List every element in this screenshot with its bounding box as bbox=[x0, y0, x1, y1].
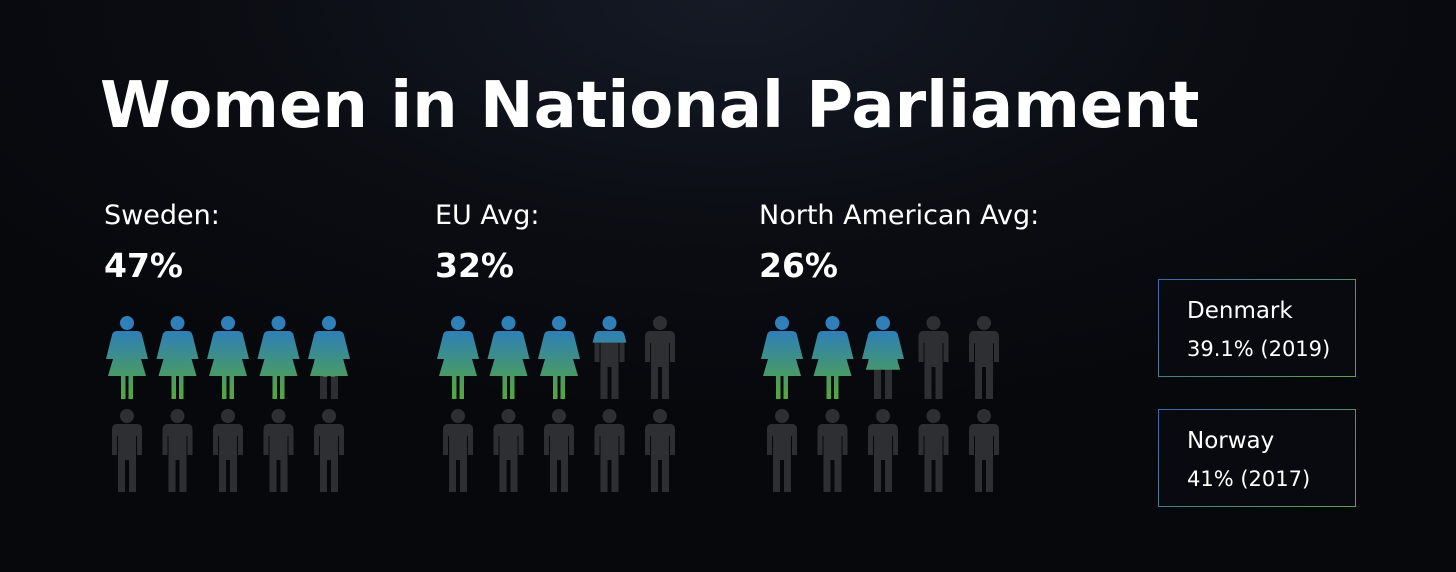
partial-woman-icon bbox=[592, 316, 627, 399]
pictogram-svg bbox=[106, 316, 350, 492]
chart-title: Women in National Parliament bbox=[100, 69, 1200, 143]
man-icon bbox=[918, 316, 949, 399]
man-icon bbox=[594, 409, 625, 492]
man-icon bbox=[493, 409, 524, 492]
man-icon bbox=[868, 409, 898, 492]
man-icon bbox=[817, 409, 848, 492]
group-label: North American Avg: bbox=[759, 200, 1040, 231]
man-icon bbox=[645, 409, 675, 492]
partial-woman-icon bbox=[308, 316, 350, 399]
woman-icon bbox=[257, 316, 300, 399]
partial-woman-icon bbox=[862, 316, 904, 399]
woman-icon bbox=[156, 316, 199, 399]
woman-icon bbox=[106, 316, 148, 399]
card-denmark: Denmark 39.1% (2019) bbox=[1158, 279, 1356, 377]
group-label: EU Avg: bbox=[435, 200, 540, 231]
woman-icon bbox=[487, 316, 530, 399]
pictogram-sweden bbox=[104, 316, 364, 500]
group-sweden: Sweden: 47% bbox=[104, 196, 350, 492]
man-icon bbox=[112, 409, 142, 492]
man-icon bbox=[969, 316, 999, 399]
card-norway: Norway 41% (2017) bbox=[1158, 409, 1356, 507]
group-label: Sweden: bbox=[104, 200, 220, 231]
man-icon bbox=[767, 409, 797, 492]
man-icon bbox=[918, 409, 949, 492]
woman-icon bbox=[811, 316, 854, 399]
man-icon bbox=[645, 316, 675, 399]
man-icon bbox=[969, 409, 999, 492]
woman-icon bbox=[207, 316, 249, 399]
group-value: 26% bbox=[759, 246, 838, 285]
pictogram-svg bbox=[437, 316, 675, 492]
woman-icon bbox=[761, 316, 803, 399]
man-icon bbox=[314, 409, 344, 492]
card-detail: 39.1% (2019) bbox=[1187, 337, 1331, 361]
woman-icon bbox=[538, 316, 580, 399]
group-value: 32% bbox=[435, 246, 514, 285]
man-icon bbox=[213, 409, 243, 492]
man-icon bbox=[544, 409, 574, 492]
group-eu: EU Avg: 32% bbox=[435, 196, 675, 492]
man-icon bbox=[162, 409, 193, 492]
pictogram-eu bbox=[435, 316, 695, 500]
group-north-america: North American Avg: 26% bbox=[759, 196, 1040, 492]
pictogram-svg bbox=[761, 316, 999, 492]
card-detail: 41% (2017) bbox=[1187, 467, 1311, 491]
card-country: Norway bbox=[1187, 428, 1275, 454]
card-country: Denmark bbox=[1187, 298, 1293, 324]
pictogram-north-america bbox=[759, 316, 1019, 500]
man-icon bbox=[443, 409, 473, 492]
group-value: 47% bbox=[104, 246, 183, 285]
woman-icon bbox=[437, 316, 479, 399]
man-icon bbox=[263, 409, 294, 492]
